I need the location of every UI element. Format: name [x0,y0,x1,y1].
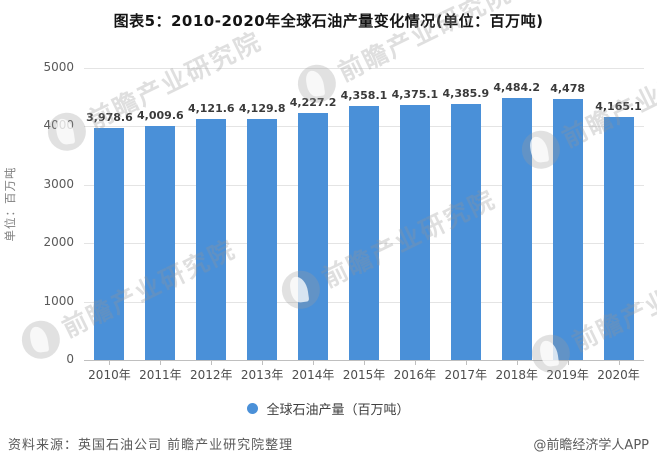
x-axis-tick-label: 2014年 [291,368,335,382]
bar-value-label: 4,121.6 [187,102,235,116]
y-axis-tick-label: 4000 [43,118,74,133]
x-axis-tick-label: 2011年 [139,368,182,382]
x-axis-tick-label: 2010年 [88,368,131,382]
credit-text: @前瞻经济学人APP [533,438,649,453]
bar-value-label: 4,478 [550,81,586,95]
bar-value-label: 4,129.8 [238,101,286,115]
bar-value-label: 4,009.6 [137,108,184,122]
x-axis-tick-mark [109,361,111,365]
bar-value-label: 4,385.9 [442,86,490,100]
x-axis-tick-mark [618,361,620,365]
x-axis-tick-label: 2020年 [597,368,640,382]
plot-area: 3,978.6 4,009.6 4,121.6 4,129.8 4,227.2 4,358… [84,68,644,361]
bar-value-label: 4,375.1 [391,87,439,101]
bar [247,118,278,360]
y-axis-tick-label: 1000 [43,293,74,308]
bar [94,127,125,360]
bar [145,125,176,360]
x-axis-tick-label: 2016年 [393,368,437,382]
bar [349,105,379,360]
x-axis-tick-mark [211,361,213,365]
y-axis-title: 单位：百万吨 [3,166,17,242]
x-axis-tick-label: 2018年 [495,368,538,382]
bar [603,116,634,360]
x-axis-tick-label: 2015年 [342,368,386,382]
x-axis-tick-mark [160,361,162,365]
x-axis-tick-mark [313,361,315,365]
bar [501,98,532,360]
bar-value-label: 4,358.1 [340,88,388,102]
chart-title: 图表5：2010-2020年全球石油产量变化情况(单位：百万吨) [113,12,544,30]
bar [552,98,583,360]
x-axis-tick-mark [364,361,365,365]
bar-value-label: 4,484.2 [493,81,541,95]
y-axis-tick-label: 2000 [43,235,74,250]
x-axis-tick-mark [516,361,518,365]
y-axis-tick-label: 0 [66,352,74,366]
legend: 全球石油产量（百万吨） [0,399,657,418]
x-axis-tick-mark [414,361,416,365]
bar [298,113,329,360]
source-text: 资料来源：英国石油公司 前瞻产业研究院整理 [8,438,294,453]
bar [399,104,430,360]
bar [450,103,481,360]
x-axis-tick-label: 2019年 [546,368,589,382]
x-axis-tick-label: 2012年 [189,368,233,382]
bar [196,119,227,360]
y-axis-tick-label: 5000 [43,60,74,74]
x-axis-tick-mark [567,361,569,365]
bar-value-label: 3,978.6 [86,110,133,124]
legend-marker-circle [247,403,259,414]
bar-value-label: 4,165.1 [595,99,642,113]
bar-value-label: 4,227.2 [289,96,337,110]
x-axis-tick-label: 2017年 [444,368,488,382]
x-axis-tick-mark [262,361,264,365]
gridline [84,68,644,69]
x-axis-tick-label: 2013年 [240,368,284,382]
y-axis-tick-label: 3000 [43,176,74,191]
legend-label: 全球石油产量（百万吨） [266,403,410,418]
x-axis-tick-mark [465,361,467,365]
footer: 资料来源：英国石油公司 前瞻产业研究院整理 @前瞻经济学人APP [8,434,649,453]
